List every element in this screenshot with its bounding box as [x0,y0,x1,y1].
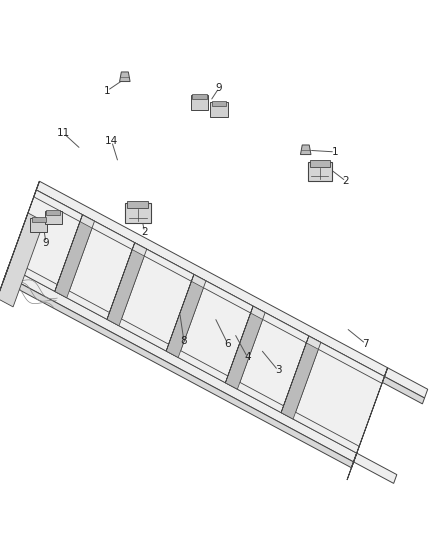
Polygon shape [228,306,265,382]
Polygon shape [34,181,39,196]
Polygon shape [347,382,382,480]
Polygon shape [120,72,130,82]
Polygon shape [8,260,359,453]
Polygon shape [0,213,44,307]
Polygon shape [353,453,397,483]
Bar [212,101,226,106]
Text: 7: 7 [362,339,369,349]
Text: 3: 3 [275,366,282,375]
Polygon shape [283,336,321,412]
Polygon shape [110,243,147,319]
Polygon shape [36,181,388,376]
Polygon shape [351,453,357,468]
Text: 14: 14 [105,136,118,146]
Polygon shape [57,215,95,291]
Text: 9: 9 [215,83,223,93]
Polygon shape [281,343,318,419]
Bar [192,94,207,99]
Polygon shape [107,249,144,326]
Bar [191,95,208,110]
Bar [307,162,332,181]
Text: 2: 2 [141,227,148,237]
Polygon shape [3,276,353,468]
Bar [210,102,228,117]
Polygon shape [3,266,8,281]
Polygon shape [382,376,424,404]
Polygon shape [0,196,34,298]
Text: 1: 1 [104,86,111,95]
Text: 1: 1 [332,147,339,157]
Polygon shape [5,266,357,462]
Polygon shape [166,274,194,351]
Text: 11: 11 [57,128,70,138]
Polygon shape [34,190,385,382]
Polygon shape [107,243,135,319]
Bar [45,211,62,224]
Text: 2: 2 [343,176,350,186]
Polygon shape [385,368,428,398]
Bar [30,219,47,231]
Polygon shape [11,190,385,446]
Polygon shape [226,313,263,389]
Polygon shape [300,145,311,155]
Bar [32,217,46,222]
Polygon shape [55,215,82,292]
Bar [46,209,60,215]
Text: 6: 6 [224,339,231,349]
Bar [310,160,330,167]
Text: 9: 9 [42,238,49,247]
Text: 4: 4 [244,352,251,362]
Bar [127,201,148,208]
Polygon shape [382,368,388,382]
Text: 8: 8 [180,336,187,346]
Polygon shape [55,222,92,298]
Polygon shape [226,306,253,383]
Polygon shape [166,281,203,358]
Bar [125,203,151,223]
Polygon shape [281,336,309,413]
Polygon shape [34,190,385,383]
Polygon shape [169,274,206,351]
